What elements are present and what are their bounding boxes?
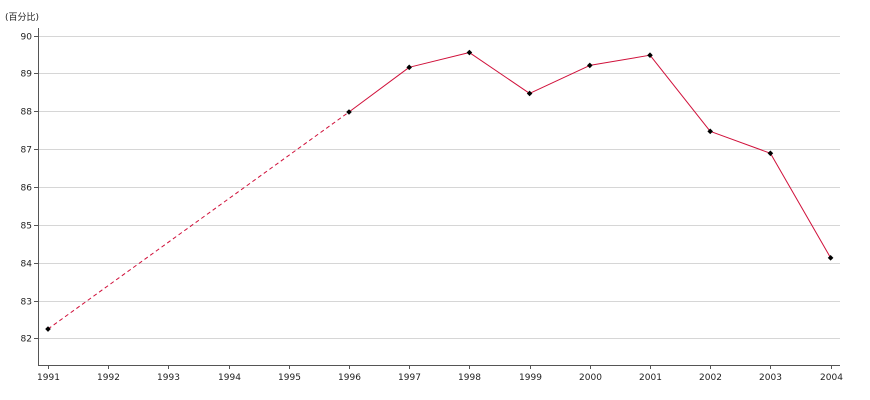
- series-segment: [529, 64, 591, 94]
- x-tick-label: 2002: [699, 373, 722, 383]
- y-tick-label: 86: [21, 184, 33, 194]
- y-tick-labels: 82 83 84 85 86 87 88 89 90: [21, 33, 33, 345]
- x-tick-label: 1998: [458, 373, 481, 383]
- series-segment: [469, 52, 530, 94]
- series-segment: [589, 54, 651, 66]
- y-tick-label: 88: [21, 108, 33, 118]
- series-segment: [769, 153, 832, 259]
- x-tick-label: 1995: [278, 373, 301, 383]
- x-tick-label: 1994: [218, 373, 241, 383]
- gridlines: [38, 36, 840, 339]
- data-point: [707, 128, 713, 135]
- series-line: [47, 52, 832, 330]
- x-tick-label: 1997: [398, 373, 421, 383]
- y-unit-label: (百分比): [5, 11, 39, 23]
- y-tick-label: 87: [21, 146, 32, 156]
- series-segment: [649, 54, 711, 132]
- y-tick-label: 89: [21, 70, 33, 80]
- x-tick-label: 2004: [820, 373, 843, 383]
- x-tick-label: 1993: [157, 373, 180, 383]
- x-tick-label: 1996: [338, 373, 361, 383]
- series-segment: [710, 130, 771, 154]
- axes: [34, 28, 840, 369]
- y-tick-label: 85: [21, 222, 32, 232]
- x-tick-label: 1999: [519, 373, 542, 383]
- data-point: [466, 49, 473, 56]
- data-point: [406, 64, 412, 71]
- y-tick-label: 82: [21, 335, 32, 345]
- data-point: [45, 326, 51, 332]
- series-segment: [348, 66, 410, 113]
- data-point: [346, 109, 352, 115]
- x-tick-label: 2003: [759, 373, 782, 383]
- data-point: [647, 52, 653, 58]
- x-tick-label: 2001: [639, 373, 662, 383]
- series-segment-dashed: [47, 111, 350, 330]
- x-tick-label: 1991: [37, 373, 60, 383]
- series-segment: [409, 52, 470, 68]
- y-tick-label: 84: [21, 260, 33, 270]
- y-tick-label: 83: [21, 298, 32, 308]
- x-tick-labels: 1991 1992 1993 1994 1995 1996 1997 1998 1999 2000…: [37, 373, 843, 383]
- data-point: [827, 255, 834, 261]
- data-point: [526, 90, 533, 97]
- data-points: [45, 49, 834, 332]
- x-tick-label: 2000: [579, 373, 602, 383]
- data-point: [767, 150, 774, 157]
- data-point: [587, 62, 593, 69]
- y-tick-label: 90: [21, 33, 33, 43]
- x-tick-label: 1992: [97, 373, 120, 383]
